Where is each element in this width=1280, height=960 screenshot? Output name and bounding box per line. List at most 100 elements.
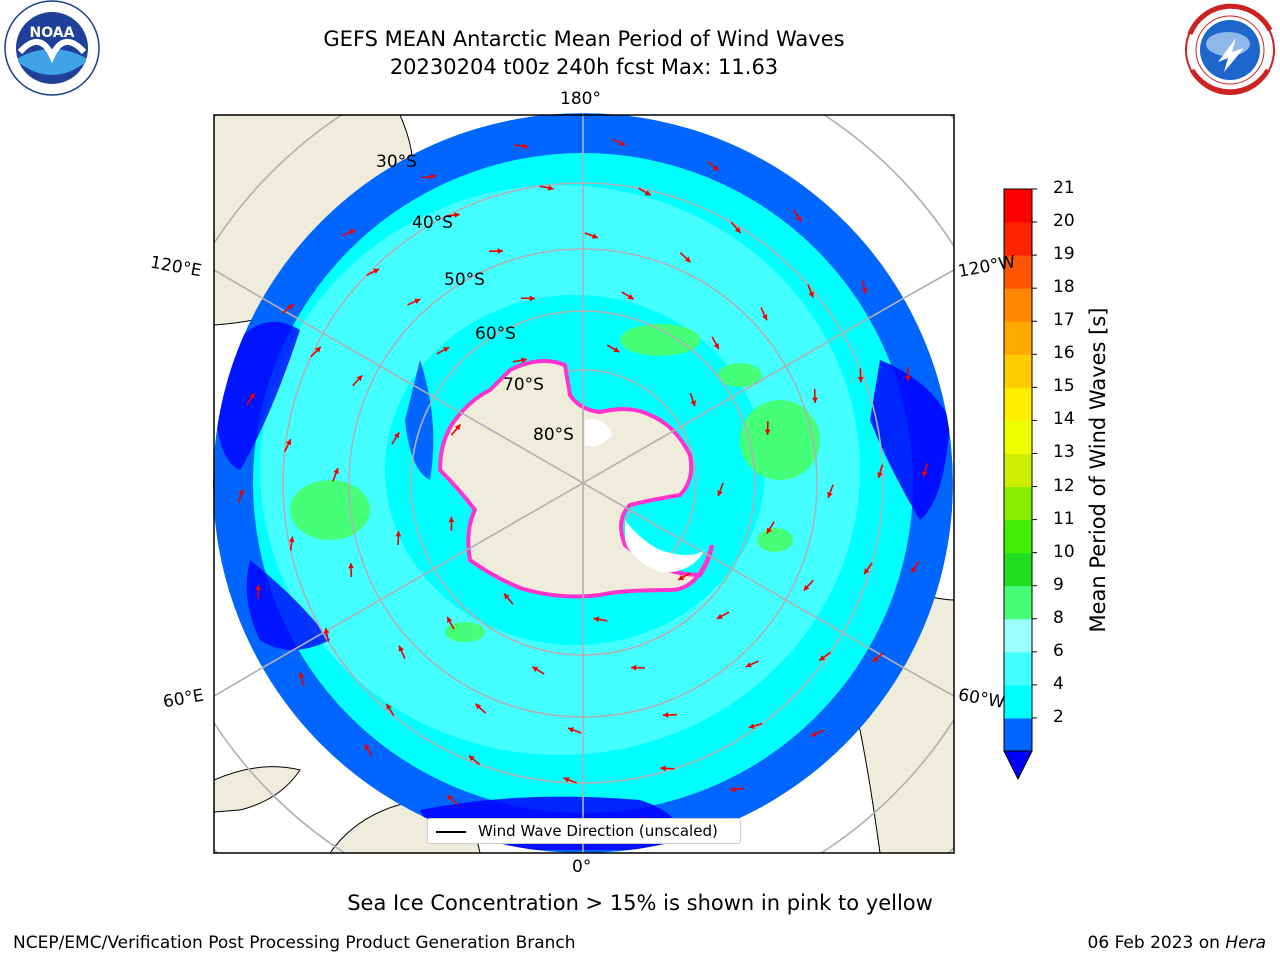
colorbar-segment [1004,189,1032,223]
wind-arrow-head [730,786,736,793]
footer-credit: NCEP/EMC/Verification Post Processing Pr… [13,933,576,953]
colorbar-segment [1004,321,1032,355]
wind-arrow-head [877,472,883,479]
colorbar-tick-label: 19 [1053,244,1075,265]
wind-arrow-head [529,295,535,302]
colorbar-segment [1004,387,1032,421]
wind-arrow-head [803,584,810,591]
colorbar-segment [1004,420,1032,454]
wind-arrow-head [745,662,752,668]
wind-arrow-head [398,645,404,652]
colorbar-tick-label: 20 [1053,211,1075,232]
wind-arrow-head [690,400,696,407]
wind-arrow-head [475,703,482,710]
wind-arrow-head [678,574,685,580]
colorbar-segment [1004,453,1032,488]
wind-arrow-head [298,672,305,679]
wind-arrow-head [255,584,261,591]
wind-arrow-head [819,655,826,661]
footer-date-text: 06 Feb 2023 on [1087,933,1220,953]
wind-arrow-head [627,294,634,300]
colorbar-segment [1004,552,1032,587]
wind-arrow-head [288,536,295,543]
wind-arrow-head [808,291,814,298]
wind-arrow-head [430,173,436,180]
wind-arrow-head [810,731,817,737]
colorbar-segment [1004,354,1032,388]
wind-arrow-head [716,613,723,619]
wind-arrow-head [448,516,455,523]
wind-arrow-head [238,489,244,496]
wind-arrow-head [454,424,461,431]
wind-arrow-head [414,298,421,304]
colorbar-tick-label: 8 [1053,607,1064,628]
wind-arrow-head [547,185,554,191]
colorbar-segment [1004,618,1032,653]
wind-arrow-head [864,568,870,575]
colorbar-tick-label: 12 [1053,475,1075,496]
wind-arrow-head [323,628,330,634]
lat-label-50s: 50°S [444,270,485,290]
colorbar-label: Mean Period of Wind Waves [s] [1086,307,1110,633]
wind-arrow-head [447,795,454,801]
colorbar-tick-label: 15 [1053,376,1075,397]
wind-arrow-head [532,666,539,672]
colorbar-tick-label: 14 [1053,409,1075,430]
wind-arrow-head [593,616,600,623]
colorbar-segment [1004,255,1032,289]
colorbar-segment [1004,684,1032,719]
wind-arrow-head [386,703,392,710]
noaa-logo: NOAA [4,0,100,96]
wind-arrow-head [249,393,255,400]
colorbar [1003,188,1037,781]
sea-ice-caption: Sea Ice Concentration > 15% is shown in … [347,891,933,915]
wind-arrow-head [333,468,339,474]
noaa-logo-text: NOAA [30,25,75,41]
lat-label-30s: 30°S [376,152,417,172]
wind-arrow-head [911,566,917,573]
wind-arrow-head [861,287,868,294]
nws-logo [1185,3,1275,95]
wind-arrow-head [660,765,666,772]
wind-arrow-head [315,346,321,353]
colorbar-segment [1004,519,1032,554]
chart-title: GEFS MEAN Antarctic Mean Period of Wind … [323,27,845,51]
colorbar-outline [1003,188,1033,752]
colorbar-tick-label: 21 [1053,178,1075,198]
wind-arrow-head [764,429,771,435]
colorbar-tick-label: 16 [1053,343,1075,364]
legend-label: Wind Wave Direction (unscaled) [478,822,718,840]
colorbar-tick-label: 6 [1053,640,1064,661]
wind-arrow-head [348,562,354,569]
lat-label-40s: 40°S [412,213,453,233]
wind-arrow-head [287,304,294,310]
wind-arrow-head [497,248,504,254]
wind-arrow-head [684,256,691,263]
wind-arrow-head [734,227,741,233]
wind-arrow-head [619,140,626,146]
wind-arrow-head [373,268,380,274]
wind-arrow-head [922,470,928,477]
wind-arrow-head [568,727,574,733]
footer-host: Hera [1225,933,1266,953]
wind-arrow-head [644,190,651,196]
legend-line-sample [436,831,466,833]
lat-label-80s: 80°S [533,425,574,445]
wind-arrow-head [395,531,402,537]
wind-arrow-head [905,375,911,382]
wind-arrow-head [394,432,400,439]
wind-arrow-head [713,343,719,350]
map-legend: Wind Wave Direction (unscaled) [427,818,741,844]
wind-arrow-head [748,723,755,729]
wind-arrow-head [443,347,450,353]
wind-arrow-head [662,712,669,718]
wind-arrow-head [521,357,527,364]
wind-arrow-head [447,616,453,623]
colorbar-segment [1004,288,1032,322]
colorbar-tick-label: 17 [1053,310,1075,331]
wind-arrow-head [454,212,460,218]
colorbar-segment [1004,717,1032,752]
colorbar-segment [1004,651,1032,686]
wind-arrow-head [364,744,371,751]
wind-arrow-head [563,777,570,783]
